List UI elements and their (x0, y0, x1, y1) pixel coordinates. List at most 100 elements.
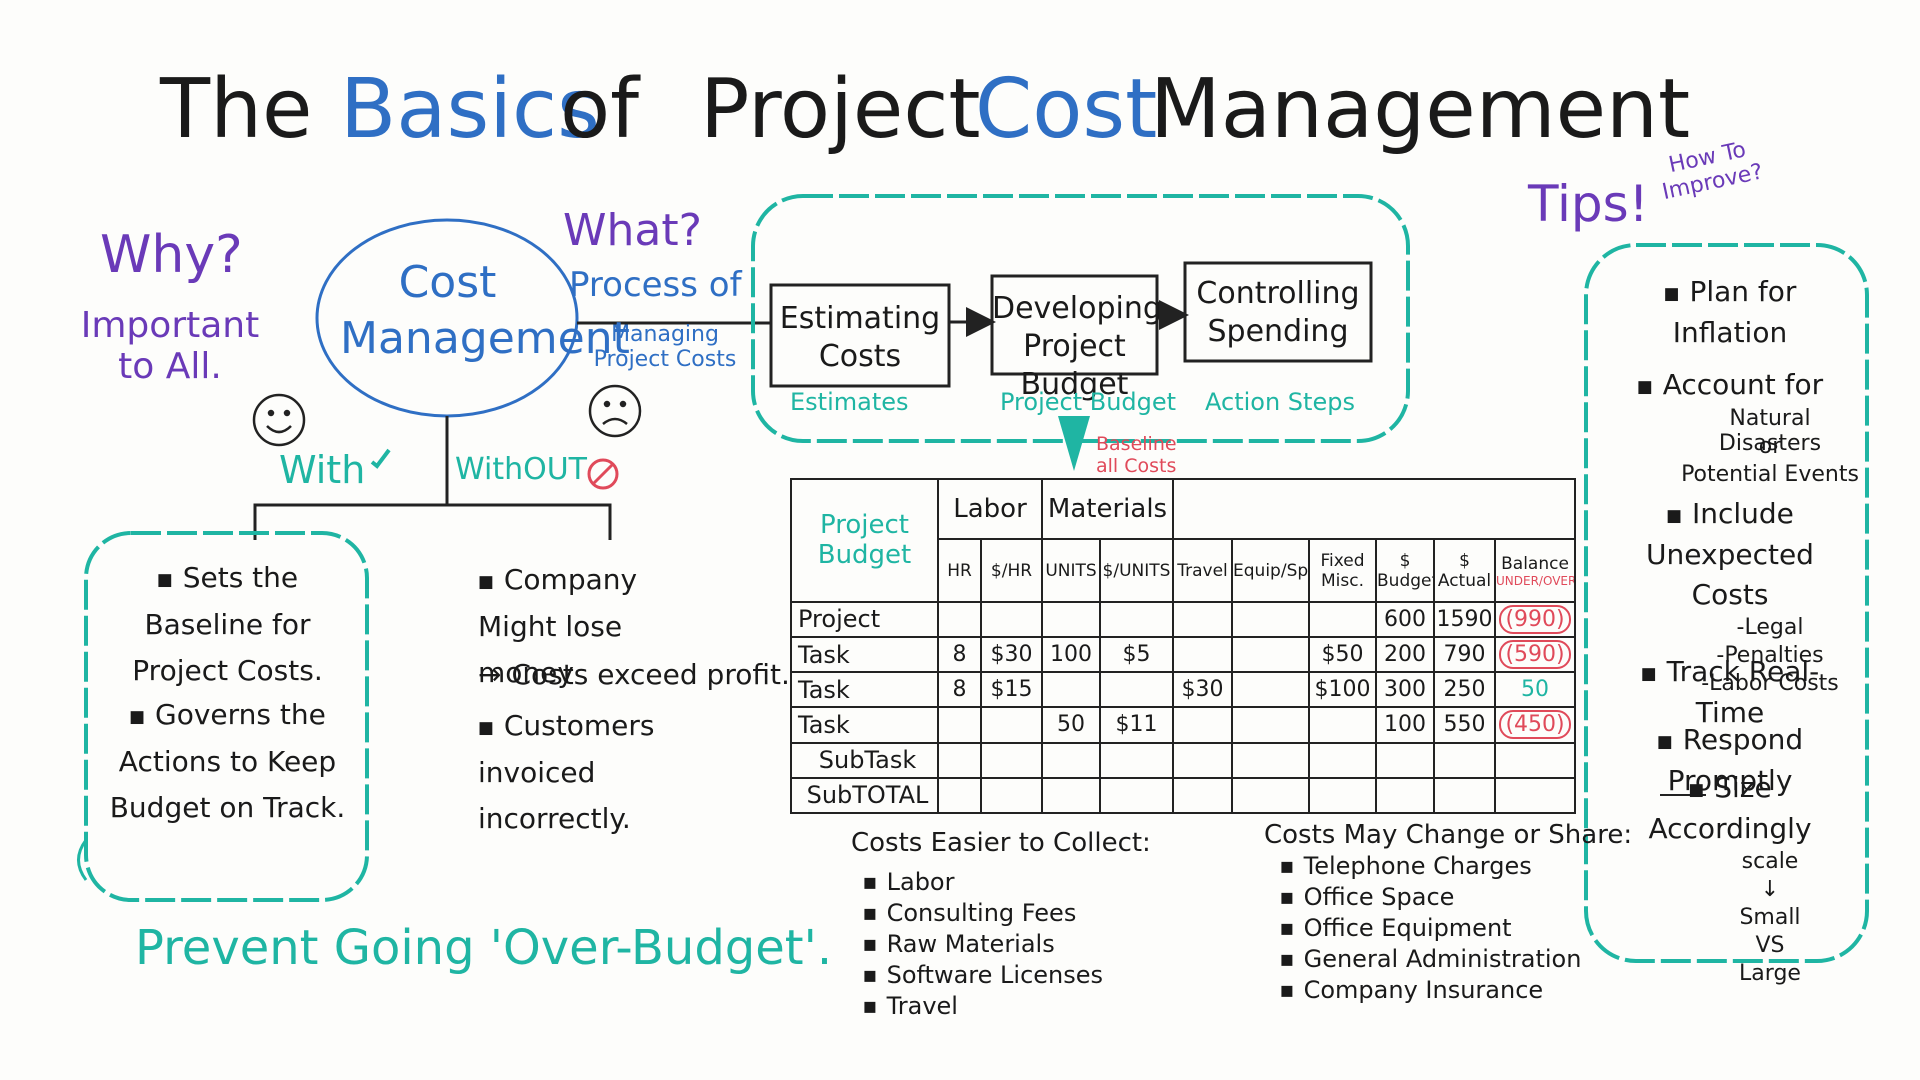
tip-item: Size Accordingly (1610, 768, 1850, 849)
table-cell (1098, 741, 1175, 779)
cell-value: 8 (952, 677, 967, 703)
row-label: Task (790, 706, 939, 744)
table-cell (1375, 741, 1436, 779)
table-cell: (590) (1494, 635, 1577, 674)
tips-heading: Tips! (1528, 175, 1649, 233)
table-cell: (450) (1494, 706, 1577, 744)
table-cell (1231, 635, 1311, 674)
table-cell (1172, 706, 1234, 744)
table-cell (1098, 671, 1175, 709)
cell-value: 550 (1443, 712, 1486, 738)
table-cell (1308, 776, 1378, 815)
table-cell (1231, 600, 1311, 638)
easier-heading: Costs Easier to Collect: (851, 828, 1151, 858)
change-item: Office Space (1280, 883, 1455, 911)
what-subtext: Managing Project Costs (593, 322, 737, 372)
table-cell: 8 (937, 671, 982, 709)
title-word: Cost (975, 62, 1158, 157)
change-item: Telephone Charges (1280, 852, 1532, 880)
table-cell (1098, 600, 1175, 638)
column-header: Equip/Space (1231, 538, 1311, 603)
change-item: Office Equipment (1280, 914, 1512, 942)
cell-value: 600 (1384, 606, 1427, 632)
table-cell: 50 (1494, 671, 1577, 709)
title-word: Project (700, 62, 981, 157)
table-cell (937, 600, 982, 638)
cell-value: $100 (1314, 677, 1371, 703)
table-cell (1041, 600, 1101, 638)
title-word: The (160, 62, 313, 157)
easier-item: Labor (863, 868, 955, 896)
connector (253, 503, 612, 540)
table-cell (1433, 776, 1497, 815)
process-step: Controlling Spending (1196, 276, 1360, 349)
header-cell (1172, 477, 1577, 541)
with-cloud (84, 531, 369, 902)
table-cell (1231, 776, 1311, 815)
row-label: Task (790, 671, 939, 709)
cell-value: $50 (1321, 642, 1364, 668)
table-cell (1172, 776, 1234, 815)
table-cell: $30 (980, 635, 1043, 674)
why-heading: Why? (100, 225, 243, 285)
table-cell: 790 (1433, 635, 1497, 674)
cell-value: (450) (1499, 710, 1571, 740)
tip-detail: Large (1739, 961, 1801, 986)
table-cell (980, 600, 1043, 638)
column-header: UNITS (1041, 538, 1101, 603)
easier-item: Consulting Fees (863, 899, 1077, 927)
table-cell: 100 (1041, 635, 1101, 674)
table-cell (1433, 741, 1497, 779)
table-cell: 1590 (1433, 600, 1497, 638)
table-cell (1231, 671, 1311, 709)
table-cell: 600 (1375, 600, 1436, 638)
prevent-text: Prevent Going 'Over-Budget'. (135, 920, 833, 976)
cloud-arrow (77, 839, 88, 881)
table-cell (1172, 741, 1234, 779)
easier-item: Travel (863, 992, 958, 1020)
table-cell (980, 776, 1043, 815)
cell-value: 50 (1057, 712, 1085, 738)
table-cell: 550 (1433, 706, 1497, 744)
column-header: Balance UNDER/OVER (1494, 538, 1577, 603)
process-output: Action Steps (1205, 388, 1355, 416)
table-cell (937, 741, 982, 779)
group-header: Labor (937, 477, 1043, 541)
cell-value: $11 (1115, 712, 1158, 738)
table-cell (1041, 776, 1101, 815)
table-cell: $30 (1172, 671, 1234, 709)
table-cell: $100 (1308, 671, 1378, 709)
cell-value: 200 (1384, 642, 1427, 668)
table-cell (980, 706, 1043, 744)
with-item: Sets the Baseline for Project Costs. (100, 555, 355, 694)
cell-value: $15 (990, 677, 1033, 703)
cell-value: (990) (1499, 604, 1571, 634)
baseline-text: Baseline all Costs (1096, 433, 1177, 477)
table-cell: 100 (1375, 706, 1436, 744)
tip-item: Account for (1610, 365, 1850, 406)
table-cell (1041, 671, 1101, 709)
table-cell (1041, 741, 1101, 779)
table-cell: 250 (1433, 671, 1497, 709)
table-cell (1308, 600, 1378, 638)
column-header: $/UNITS (1098, 538, 1175, 603)
cell-value: 1590 (1436, 606, 1493, 632)
table-cell (1308, 706, 1378, 744)
column-header: Travel (1172, 538, 1234, 603)
frowny (588, 384, 642, 438)
corner-header: Project Budget (790, 478, 939, 603)
tip-detail: Small (1739, 905, 1801, 930)
easier-item: Software Licenses (863, 961, 1103, 989)
process-output: Estimates (790, 388, 909, 416)
table-cell: (990) (1494, 600, 1577, 638)
table-cell: $5 (1098, 635, 1175, 674)
center-label: Cost Management (340, 257, 630, 364)
tip-detail: Potential Events (1681, 462, 1859, 487)
cell-value: $30 (1181, 677, 1224, 703)
change-item: General Administration (1280, 945, 1582, 973)
cell-value: 300 (1384, 677, 1427, 703)
check-mark (370, 448, 391, 469)
group-header: Materials (1040, 477, 1175, 541)
